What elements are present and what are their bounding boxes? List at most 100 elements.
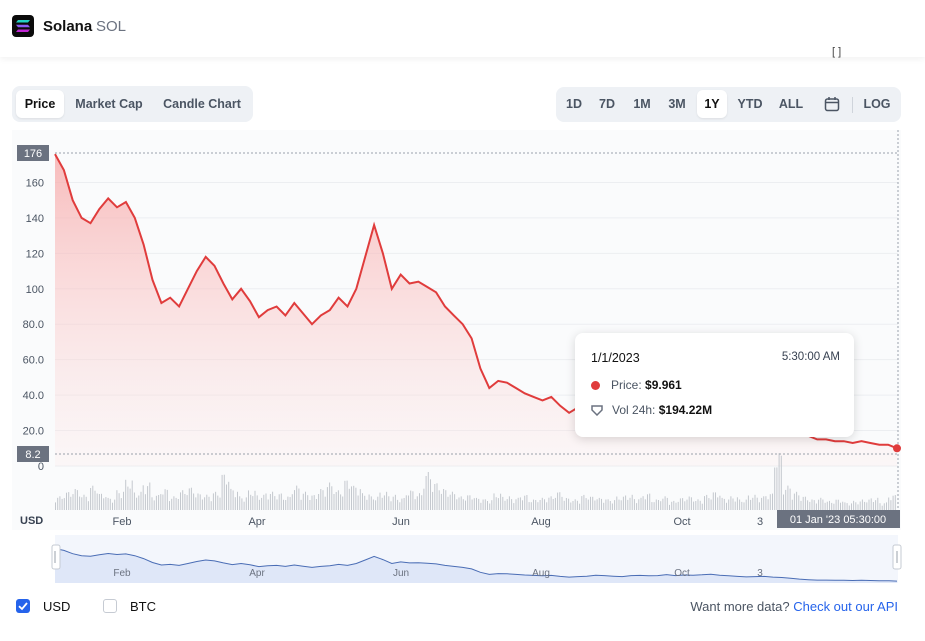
volume-bar <box>581 496 583 510</box>
volume-bar <box>348 488 350 510</box>
volume-bar <box>622 496 624 510</box>
volume-bar <box>81 497 83 510</box>
volume-bar <box>182 490 184 510</box>
volume-bar <box>559 492 561 510</box>
volume-bar <box>800 500 802 510</box>
chart-footer: USD BTC Want more data? Check out our AP… <box>0 596 925 620</box>
volume-bar <box>877 497 879 510</box>
volume-bar <box>337 490 339 510</box>
volume-bar <box>831 502 833 510</box>
volume-bar <box>291 494 293 510</box>
volume-bar <box>397 499 399 510</box>
volume-bar <box>76 490 78 510</box>
volume-bar <box>502 496 504 510</box>
volume-bar <box>631 494 633 510</box>
volume-bar <box>261 497 263 510</box>
volume-bar <box>175 497 177 510</box>
volume-bar <box>776 467 778 510</box>
tooltip-price-value: $9.961 <box>645 378 682 392</box>
tab-market-cap[interactable]: Market Cap <box>75 97 143 111</box>
volume-bar <box>693 501 695 510</box>
volume-bar <box>644 499 646 510</box>
log-toggle[interactable]: LOG <box>863 97 891 111</box>
volume-bar <box>239 496 241 510</box>
volume-bar <box>144 494 146 510</box>
range-tab-group: 1D 7D 1M 3M 1Y YTD ALL LOG <box>556 87 901 122</box>
range-all[interactable]: ALL <box>778 97 804 111</box>
volume-bar <box>158 495 160 510</box>
range-1y[interactable]: 1Y <box>697 90 727 118</box>
tab-price[interactable]: Price <box>16 90 64 118</box>
volume-bar <box>90 488 92 510</box>
y-axis-unit: USD <box>20 515 43 527</box>
range-3m[interactable]: 3M <box>668 97 686 111</box>
range-ytd[interactable]: YTD <box>737 97 763 111</box>
volume-bar <box>552 499 554 510</box>
tooltip-vol-label: Vol 24h: <box>612 403 656 417</box>
volume-bar <box>844 502 846 510</box>
volume-bar <box>142 485 144 510</box>
usd-checkbox[interactable] <box>16 599 30 613</box>
volume-bar <box>791 499 793 510</box>
volume-bar <box>346 480 348 510</box>
tab-candle-chart[interactable]: Candle Chart <box>163 97 241 111</box>
volume-bar <box>283 499 284 510</box>
x-tick-label: Feb <box>113 516 132 528</box>
bracket-icon[interactable]: [ ] <box>832 46 842 58</box>
y-tick-label: 140 <box>26 213 44 225</box>
btc-checkbox[interactable] <box>103 599 117 613</box>
volume-bar <box>155 495 157 510</box>
volume-bar <box>197 493 199 510</box>
range-1m[interactable]: 1M <box>633 97 651 111</box>
calendar-icon[interactable] <box>817 90 847 118</box>
volume-bar <box>780 455 782 510</box>
volume-bar <box>186 495 188 510</box>
x-tick-label: 3 <box>757 516 763 528</box>
volume-bar <box>868 499 870 510</box>
volume-bar <box>778 453 780 510</box>
volume-bar <box>87 501 89 510</box>
volume-bar <box>596 499 598 510</box>
navigator-left-handle[interactable] <box>51 544 61 570</box>
volume-bar <box>456 499 458 510</box>
volume-bar <box>287 496 289 510</box>
check-icon <box>18 602 28 611</box>
volume-bar <box>872 502 874 510</box>
volume-bar <box>774 467 776 510</box>
volume-bar <box>74 489 76 510</box>
volume-bar <box>592 496 594 510</box>
more-data-prefix: Want more data? <box>690 599 790 614</box>
volume-bar <box>570 502 572 510</box>
volume-bar <box>489 503 491 510</box>
volume-bar <box>188 488 190 510</box>
volume-bar <box>414 499 416 510</box>
solana-logo-icon <box>12 15 34 37</box>
volume-bar <box>219 497 221 510</box>
api-link[interactable]: Check out our API <box>793 599 898 614</box>
volume-bar <box>70 496 72 510</box>
volume-bar <box>469 495 471 510</box>
volume-bar <box>535 500 537 510</box>
volume-bar <box>736 497 738 510</box>
volume-bar <box>517 497 519 510</box>
volume-bar <box>210 501 212 510</box>
volume-bar <box>607 499 609 510</box>
volume-bar <box>131 480 133 510</box>
volume-bar <box>519 497 521 510</box>
volume-bar <box>866 502 868 510</box>
volume-bar <box>513 503 515 510</box>
volume-bar <box>590 496 591 510</box>
volume-bar <box>335 492 337 510</box>
volume-bar <box>66 492 67 510</box>
volume-bar <box>712 492 714 510</box>
range-7d[interactable]: 7D <box>599 97 615 111</box>
range-1d[interactable]: 1D <box>566 97 582 111</box>
volume-bar <box>443 489 445 510</box>
volume-bar <box>684 501 686 510</box>
volume-bar <box>875 500 877 510</box>
volume-bar <box>826 501 828 510</box>
volume-bar <box>484 499 486 510</box>
volume-bar <box>796 491 798 510</box>
volume-bar <box>758 502 760 510</box>
